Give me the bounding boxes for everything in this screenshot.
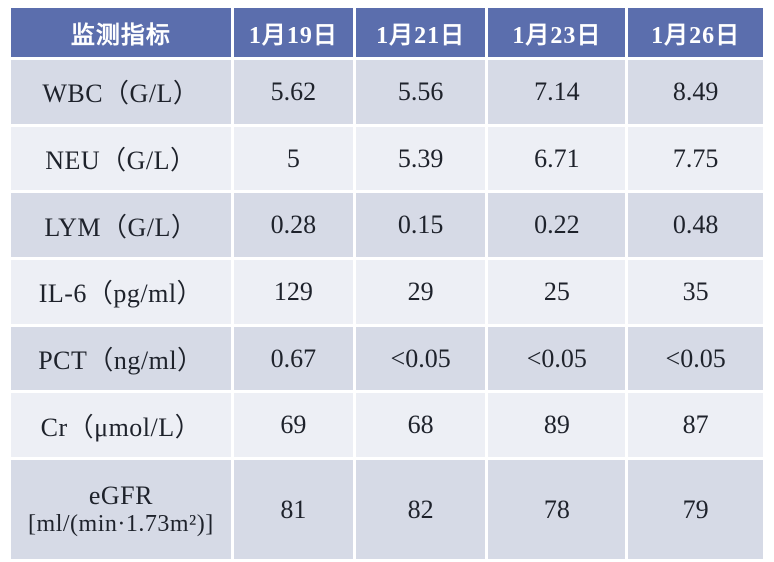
header-date-1: 1月19日 — [233, 8, 353, 57]
cell-neu-3: 6.71 — [488, 126, 626, 191]
row-label-wbc: WBC（G/L） — [11, 60, 231, 124]
cell-egfr-1: 81 — [233, 460, 353, 559]
cell-neu-2: 5.39 — [355, 126, 486, 191]
cell-il6-4: 35 — [628, 260, 763, 324]
header-row: 监测指标 1月19日 1月21日 1月23日 1月26日 — [11, 8, 763, 57]
cell-cr-1: 69 — [233, 393, 353, 458]
cell-il6-2: 29 — [355, 260, 486, 324]
row-label-il6: IL-6（pg/ml） — [11, 260, 231, 324]
cell-lym-4: 0.48 — [628, 193, 763, 258]
cell-egfr-2: 82 — [355, 460, 486, 559]
cell-egfr-4: 79 — [628, 460, 763, 559]
row-label-lym: LYM（G/L） — [11, 193, 231, 258]
row-label-cr: Cr（μmol/L） — [11, 393, 231, 458]
cell-neu-4: 7.75 — [628, 126, 763, 191]
table-row-wbc: WBC（G/L） 5.62 5.56 7.14 8.49 — [11, 60, 763, 124]
cell-pct-2: <0.05 — [355, 326, 486, 391]
cell-pct-3: <0.05 — [488, 326, 626, 391]
table-row-il6: IL-6（pg/ml） 129 29 25 35 — [11, 260, 763, 324]
egfr-label-line2: [ml/(min·1.73m²)] — [28, 510, 214, 537]
table-row-lym: LYM（G/L） 0.28 0.15 0.22 0.48 — [11, 193, 763, 258]
row-label-neu: NEU（G/L） — [11, 126, 231, 191]
cell-cr-4: 87 — [628, 393, 763, 458]
row-label-pct: PCT（ng/ml） — [11, 326, 231, 391]
cell-il6-1: 129 — [233, 260, 353, 324]
cell-lym-2: 0.15 — [355, 193, 486, 258]
cell-lym-1: 0.28 — [233, 193, 353, 258]
cell-cr-2: 68 — [355, 393, 486, 458]
cell-pct-1: 0.67 — [233, 326, 353, 391]
table-row-neu: NEU（G/L） 5 5.39 6.71 7.75 — [11, 126, 763, 191]
header-date-4: 1月26日 — [628, 8, 763, 57]
table-row-egfr: eGFR [ml/(min·1.73m²)] 81 82 78 79 — [11, 460, 763, 559]
header-indicator: 监测指标 — [11, 8, 231, 57]
cell-il6-3: 25 — [488, 260, 626, 324]
table-row-pct: PCT（ng/ml） 0.67 <0.05 <0.05 <0.05 — [11, 326, 763, 391]
row-label-egfr: eGFR [ml/(min·1.73m²)] — [11, 460, 231, 559]
table-row-cr: Cr（μmol/L） 69 68 89 87 — [11, 393, 763, 458]
header-date-3: 1月23日 — [488, 8, 626, 57]
cell-egfr-3: 78 — [488, 460, 626, 559]
monitoring-table-container: 监测指标 1月19日 1月21日 1月23日 1月26日 WBC（G/L） 5.… — [8, 5, 766, 562]
cell-lym-3: 0.22 — [488, 193, 626, 258]
cell-wbc-1: 5.62 — [233, 60, 353, 124]
cell-wbc-2: 5.56 — [355, 60, 486, 124]
cell-cr-3: 89 — [488, 393, 626, 458]
cell-wbc-3: 7.14 — [488, 60, 626, 124]
cell-wbc-4: 8.49 — [628, 60, 763, 124]
egfr-label-line1: eGFR — [88, 480, 153, 510]
header-date-2: 1月21日 — [355, 8, 486, 57]
cell-neu-1: 5 — [233, 126, 353, 191]
monitoring-table: 监测指标 1月19日 1月21日 1月23日 1月26日 WBC（G/L） 5.… — [8, 5, 766, 562]
cell-pct-4: <0.05 — [628, 326, 763, 391]
